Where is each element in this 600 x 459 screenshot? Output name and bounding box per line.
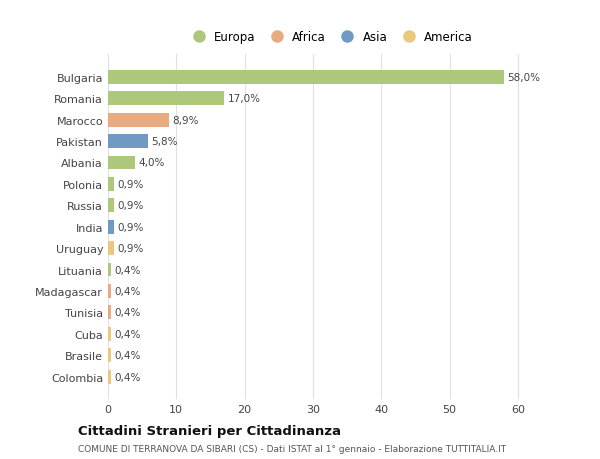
Bar (108, 156, 136, 170)
Bar (108, 241, 114, 256)
Bar (108, 306, 111, 319)
Text: 5,8%: 5,8% (151, 137, 178, 147)
Text: 8,9%: 8,9% (172, 115, 199, 125)
Text: 0,9%: 0,9% (118, 201, 144, 211)
Text: 0,4%: 0,4% (114, 372, 140, 382)
Text: 4,0%: 4,0% (139, 158, 165, 168)
Text: 0,4%: 0,4% (114, 350, 140, 360)
Text: 17,0%: 17,0% (227, 94, 260, 104)
Text: Cittadini Stranieri per Cittadinanza: Cittadini Stranieri per Cittadinanza (78, 424, 341, 437)
Bar (108, 370, 111, 384)
Bar (108, 178, 114, 191)
Bar (108, 71, 504, 84)
Text: COMUNE DI TERRANOVA DA SIBARI (CS) - Dati ISTAT al 1° gennaio - Elaborazione TUT: COMUNE DI TERRANOVA DA SIBARI (CS) - Dat… (78, 444, 506, 453)
Bar (108, 348, 111, 362)
Bar (108, 113, 169, 127)
Bar (108, 92, 224, 106)
Bar (108, 327, 111, 341)
Text: 0,4%: 0,4% (114, 308, 140, 318)
Bar (108, 263, 111, 277)
Legend: Europa, Africa, Asia, America: Europa, Africa, Asia, America (182, 27, 478, 49)
Bar (108, 220, 114, 234)
Text: 0,4%: 0,4% (114, 286, 140, 296)
Bar (108, 284, 111, 298)
Bar (108, 199, 114, 213)
Text: 58,0%: 58,0% (508, 73, 541, 83)
Text: 0,4%: 0,4% (114, 329, 140, 339)
Bar (108, 135, 148, 149)
Text: 0,4%: 0,4% (114, 265, 140, 275)
Text: 0,9%: 0,9% (118, 179, 144, 190)
Text: 0,9%: 0,9% (118, 244, 144, 253)
Text: 0,9%: 0,9% (118, 222, 144, 232)
